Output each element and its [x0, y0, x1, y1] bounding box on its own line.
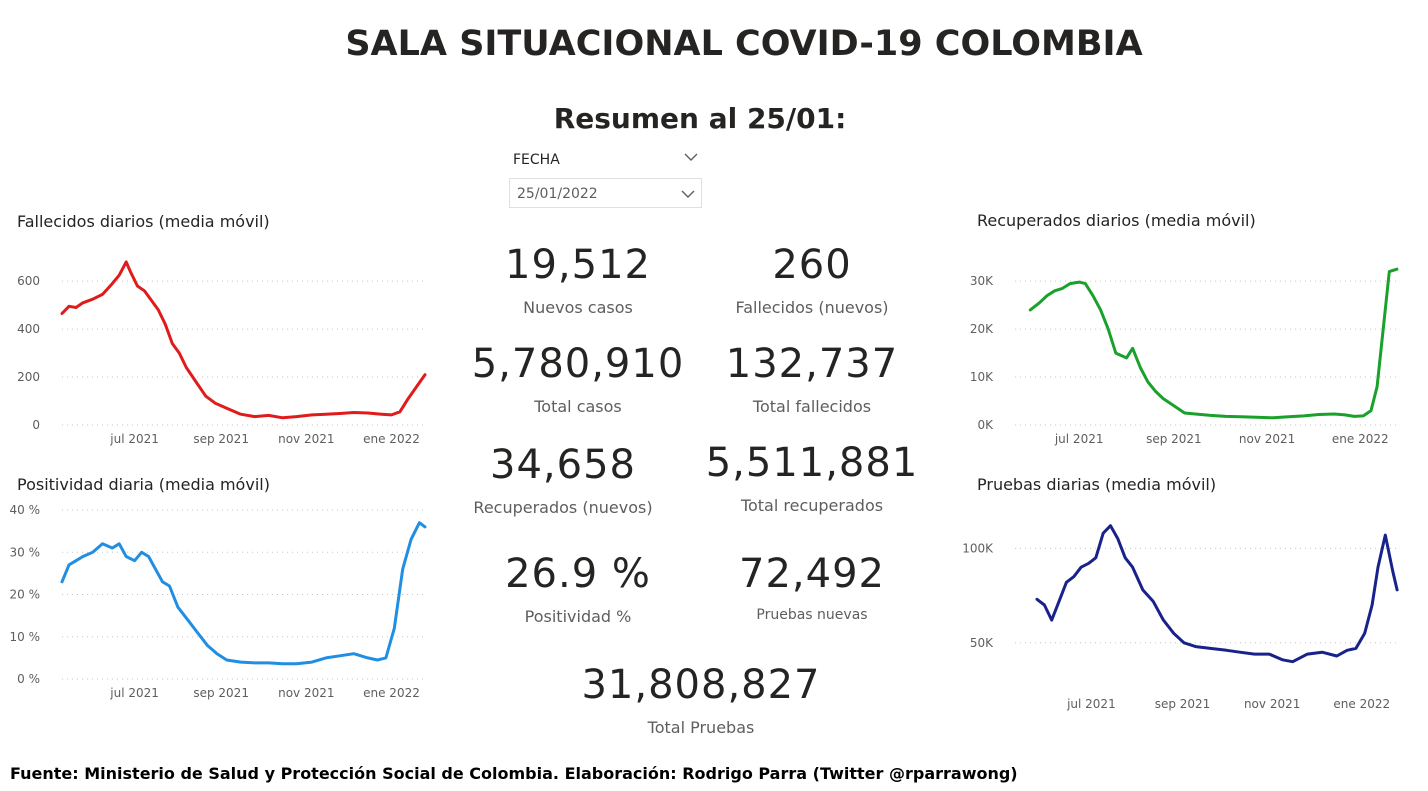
series-line-fallecidos	[60, 260, 427, 420]
chart-title-pruebas: Pruebas diarias (media móvil)	[977, 475, 1217, 494]
chart-title-fallecidos: Fallecidos diarios (media móvil)	[17, 212, 270, 231]
chart-positividad: 0 % 10 % 20 % 30 % 40 % jul 2021 sep 2021 nov 2…	[10, 503, 427, 700]
x-tick-label: ene 2022	[363, 432, 420, 446]
kpi-total-fallecidos-label: Total fallecidos	[752, 397, 872, 416]
kpi-total-fallecidos-value: 132,737	[725, 341, 899, 387]
x-tick-label: jul 2021	[109, 686, 159, 700]
y-tick-label: 100K	[962, 541, 994, 555]
y-tick-label: 600	[17, 274, 40, 288]
kpi-total-pruebas-value: 31,808,827	[581, 662, 821, 708]
x-tick-label: nov 2021	[278, 432, 334, 446]
x-tick-label: nov 2021	[1239, 432, 1295, 446]
x-tick-label: ene 2022	[363, 686, 420, 700]
y-tick-label: 30 %	[10, 545, 41, 559]
y-tick-label: 40 %	[10, 503, 41, 517]
x-tick-label: nov 2021	[1244, 697, 1300, 711]
x-tick-label: jul 2021	[109, 432, 159, 446]
series-line-recuperados	[1028, 267, 1399, 420]
y-tick-label: 0 %	[17, 672, 40, 686]
x-tick-label: ene 2022	[1332, 432, 1389, 446]
x-tick-label: ene 2022	[1333, 697, 1390, 711]
kpi-fallecidos-nuevos-value: 260	[772, 242, 852, 288]
x-tick-label: jul 2021	[1066, 697, 1116, 711]
kpi-positividad-value: 26.9 %	[505, 551, 651, 597]
kpi-total-recuperados-value: 5,511,881	[705, 440, 919, 486]
y-tick-label: 200	[17, 370, 40, 384]
date-dropdown-value: 25/01/2022	[517, 186, 598, 202]
series-line-pruebas	[1035, 524, 1399, 664]
date-dropdown[interactable]: 25/01/2022	[509, 178, 702, 208]
kpi-total-casos-value: 5,780,910	[471, 341, 685, 387]
y-tick-label: 50K	[970, 636, 994, 650]
y-tick-label: 30K	[970, 274, 994, 288]
x-tick-label: sep 2021	[1146, 432, 1202, 446]
kpi-total-recuperados-label: Total recuperados	[740, 496, 884, 515]
y-tick-label: 10K	[970, 370, 994, 384]
chart-recuperados: 0K 10K 20K 30K jul 2021 sep 2021 nov 2021 ene 2…	[970, 267, 1400, 446]
source-footer: Fuente: Ministerio de Salud y Protección…	[10, 764, 1018, 783]
x-tick-label: sep 2021	[1155, 697, 1211, 711]
kpi-recuperados-nuevos-value: 34,658	[490, 442, 636, 488]
kpi-total-casos-label: Total casos	[534, 397, 622, 416]
y-tick-label: 10 %	[10, 630, 41, 644]
chart-fallecidos: 0 200 400 600 jul 2021 sep 2021 nov 2021 ene 20…	[17, 260, 427, 446]
chevron-down-icon	[681, 186, 695, 205]
kpi-fallecidos-nuevos-label: Fallecidos (nuevos)	[735, 298, 889, 317]
x-tick-label: jul 2021	[1054, 432, 1104, 446]
kpi-pruebas-nuevas-label: Pruebas nuevas	[756, 607, 868, 623]
y-tick-label: 20 %	[10, 588, 41, 602]
slicer-collapse-chevron-icon[interactable]	[684, 150, 698, 168]
y-tick-label: 0	[32, 418, 40, 432]
chart-pruebas: 50K 100K jul 2021 sep 2021 nov 2021 ene 2022	[962, 524, 1400, 711]
kpi-nuevos-casos-value: 19,512	[505, 242, 651, 288]
series-line-positividad	[60, 521, 427, 666]
y-tick-label: 0K	[977, 418, 994, 432]
chart-title-recuperados: Recuperados diarios (media móvil)	[977, 211, 1256, 230]
summary-subtitle: Resumen al 25/01:	[553, 102, 847, 135]
kpi-total-pruebas-label: Total Pruebas	[647, 718, 755, 737]
x-tick-label: sep 2021	[193, 686, 249, 700]
y-tick-label: 20K	[970, 322, 994, 336]
chart-title-positividad: Positividad diaria (media móvil)	[17, 475, 270, 494]
kpi-nuevos-casos-label: Nuevos casos	[523, 298, 633, 317]
x-tick-label: nov 2021	[278, 686, 334, 700]
kpi-recuperados-nuevos-label: Recuperados (nuevos)	[473, 498, 653, 517]
y-tick-label: 400	[17, 322, 40, 336]
x-tick-label: sep 2021	[193, 432, 249, 446]
page-title: SALA SITUACIONAL COVID-19 COLOMBIA	[345, 24, 1143, 64]
slicer-label: FECHA	[513, 152, 560, 168]
kpi-positividad-label: Positividad %	[524, 607, 632, 626]
kpi-pruebas-nuevas-value: 72,492	[739, 551, 885, 597]
